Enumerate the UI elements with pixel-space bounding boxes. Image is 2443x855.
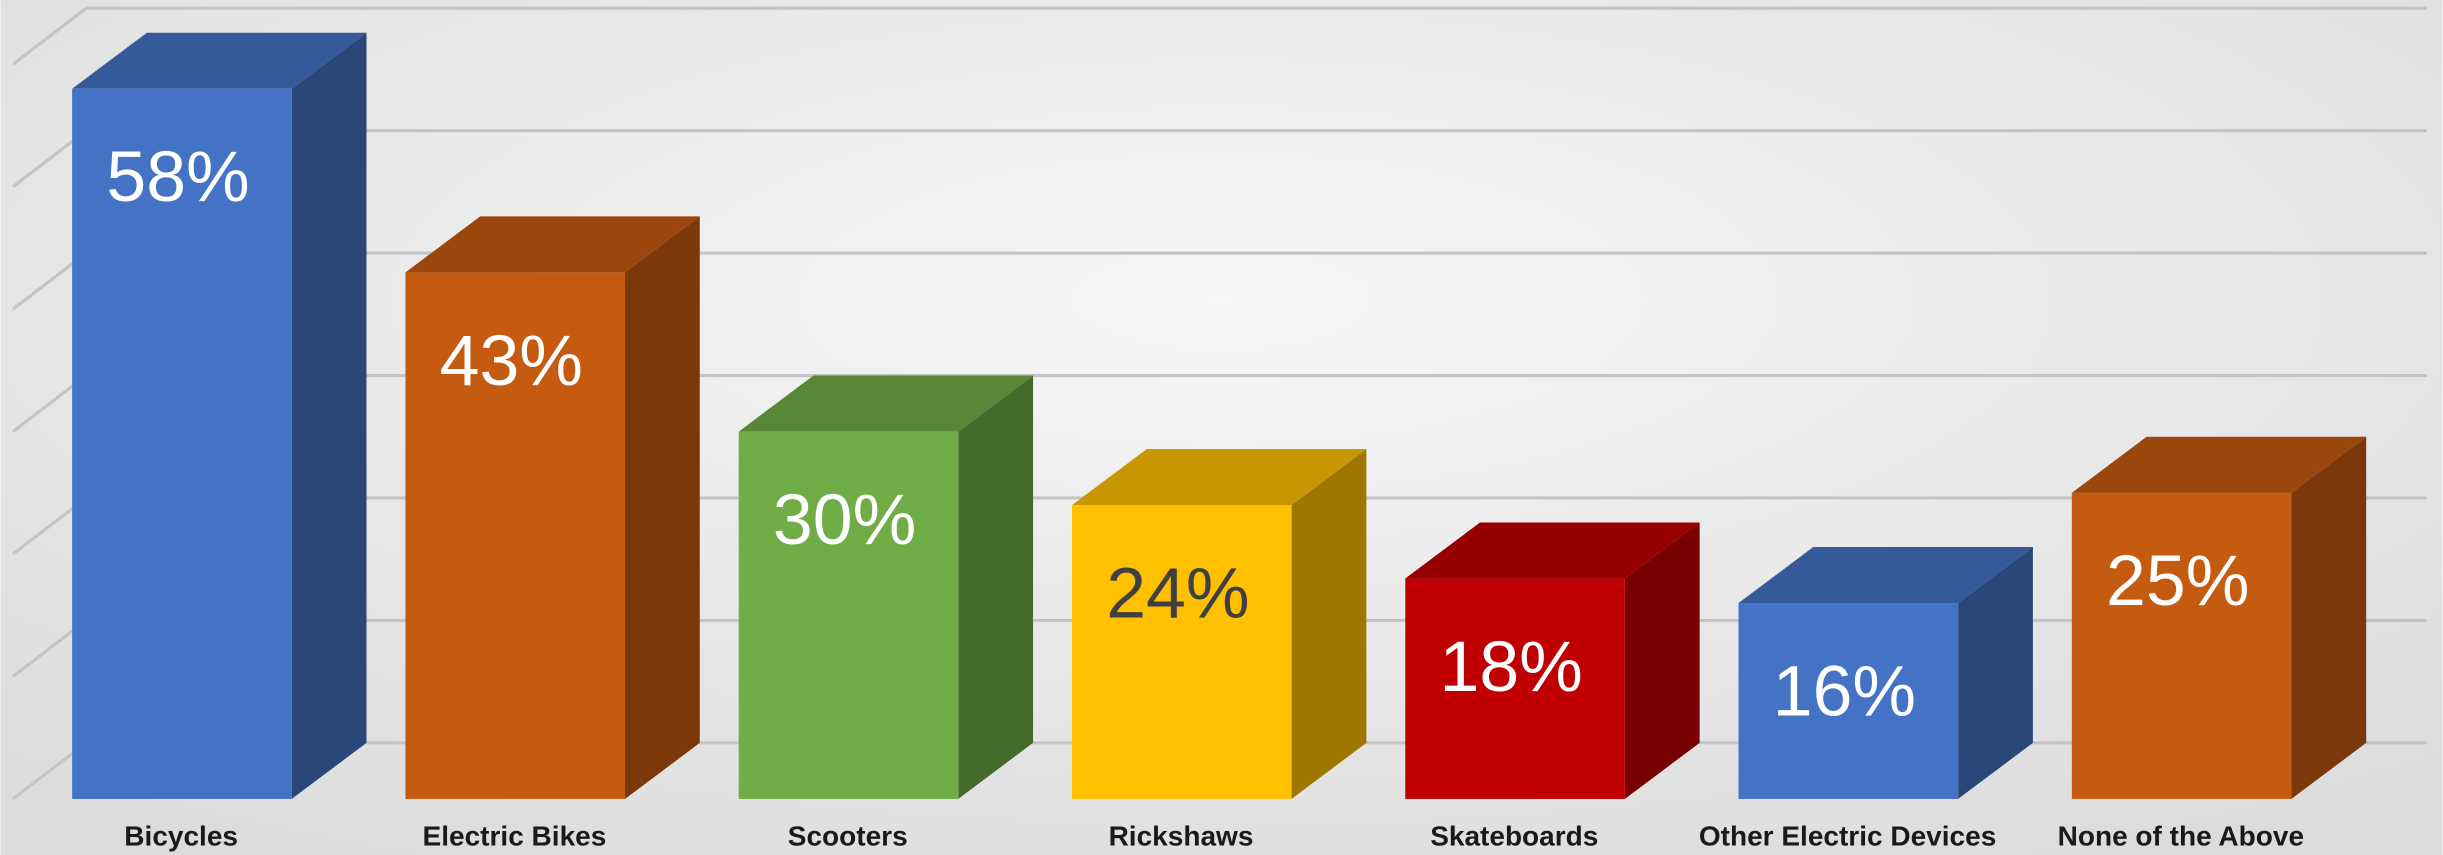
bar	[1071, 505, 1292, 799]
value-label: 58%	[106, 137, 249, 217]
bar	[2071, 492, 2292, 799]
bar-side	[625, 216, 700, 799]
value-label: 16%	[1773, 651, 1916, 731]
value-label: 25%	[2106, 541, 2249, 621]
bar-top	[738, 375, 1034, 432]
bar	[1405, 578, 1625, 799]
bar	[405, 272, 626, 799]
value-label: 24%	[1106, 553, 1249, 633]
x-tick-label: Electric Bikes	[423, 820, 607, 851]
bar-top	[1738, 546, 2033, 604]
x-tick-label: Scooters	[788, 820, 908, 851]
bar-top	[2071, 436, 2367, 493]
bar	[738, 431, 959, 799]
bar-side	[1624, 522, 1700, 799]
bar	[1738, 603, 1959, 799]
bar	[72, 88, 292, 799]
bar-side	[1291, 449, 1367, 799]
bar-side	[1958, 546, 2033, 799]
bar-top	[72, 32, 367, 89]
grid-line	[12, 6, 88, 66]
bar-top	[1071, 449, 1367, 506]
bar-top	[405, 216, 700, 273]
x-tick-label: None of the Above	[2058, 820, 2304, 851]
value-label: 30%	[773, 480, 916, 560]
bar-side	[291, 32, 367, 799]
value-label: 18%	[1439, 627, 1582, 707]
value-label: 43%	[440, 321, 583, 401]
x-tick-label: Skateboards	[1430, 820, 1598, 851]
x-tick-label: Bicycles	[124, 820, 238, 851]
x-tick-label: Rickshaws	[1109, 820, 1254, 851]
bar-side	[958, 375, 1034, 799]
x-tick-label: Other Electric Devices	[1699, 820, 1996, 851]
bar-side	[2291, 436, 2367, 799]
bar-top	[1405, 522, 1700, 579]
